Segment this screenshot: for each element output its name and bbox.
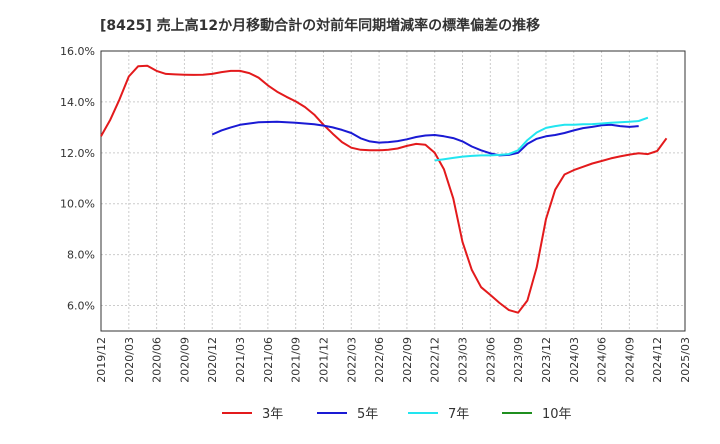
legend-label: 7年 <box>448 407 469 422</box>
series-lines <box>100 64 668 314</box>
legend-label: 10年 <box>542 407 572 422</box>
x-tick-label: 2019/12 <box>95 337 108 383</box>
x-tick-label: 2024/03 <box>568 337 581 383</box>
x-tick-label: 2022/06 <box>373 337 386 383</box>
grid-lines <box>100 50 686 331</box>
x-tick-label: 2024/12 <box>651 337 664 383</box>
x-tick-label: 2021/12 <box>317 337 330 383</box>
x-tick-label: 2020/12 <box>206 337 219 383</box>
x-tick-label: 2020/03 <box>123 337 136 383</box>
x-tick-label: 2022/03 <box>345 337 358 383</box>
x-tick-label: 2023/06 <box>484 337 497 383</box>
x-tick-label: 2024/09 <box>623 337 636 383</box>
chart-title: [8425] 売上高12か月移動合計の対前年同期増減率の標準偏差の推移 <box>100 17 540 34</box>
legend-label: 5年 <box>357 407 378 422</box>
legend: 3年 5年 7年 10年 <box>222 407 572 422</box>
x-tick-label: 2020/09 <box>178 337 191 383</box>
x-tick-label: 2021/09 <box>290 337 303 383</box>
y-tick-label: 16.0% <box>60 45 95 58</box>
y-tick-label: 10.0% <box>60 198 95 211</box>
y-tick-label: 8.0% <box>67 249 95 262</box>
series-line-5年 <box>211 120 639 157</box>
series-line-3年 <box>100 64 668 314</box>
x-tick-label: 2022/09 <box>401 337 414 383</box>
plot-frame <box>100 50 686 332</box>
axes: 6.0% 8.0% 10.0% 12.0% 14.0% 16.0% 2019/12 2020/… <box>60 45 692 383</box>
series-line-7年 <box>434 116 649 162</box>
x-tick-label: 2023/03 <box>457 337 470 383</box>
y-tick-label: 6.0% <box>67 300 95 313</box>
x-tick-label: 2024/06 <box>596 337 609 383</box>
x-tick-label: 2025/03 <box>679 337 692 383</box>
x-tick-label: 2022/12 <box>429 337 442 383</box>
y-tick-label: 12.0% <box>60 147 95 160</box>
legend-label: 3年 <box>262 407 283 422</box>
x-tick-label: 2021/06 <box>262 337 275 383</box>
x-tick-label: 2023/12 <box>540 337 553 383</box>
x-tick-label: 2021/03 <box>234 337 247 383</box>
x-tick-label: 2023/09 <box>512 337 525 383</box>
y-tick-label: 14.0% <box>60 96 95 109</box>
x-tick-label: 2020/06 <box>151 337 164 383</box>
